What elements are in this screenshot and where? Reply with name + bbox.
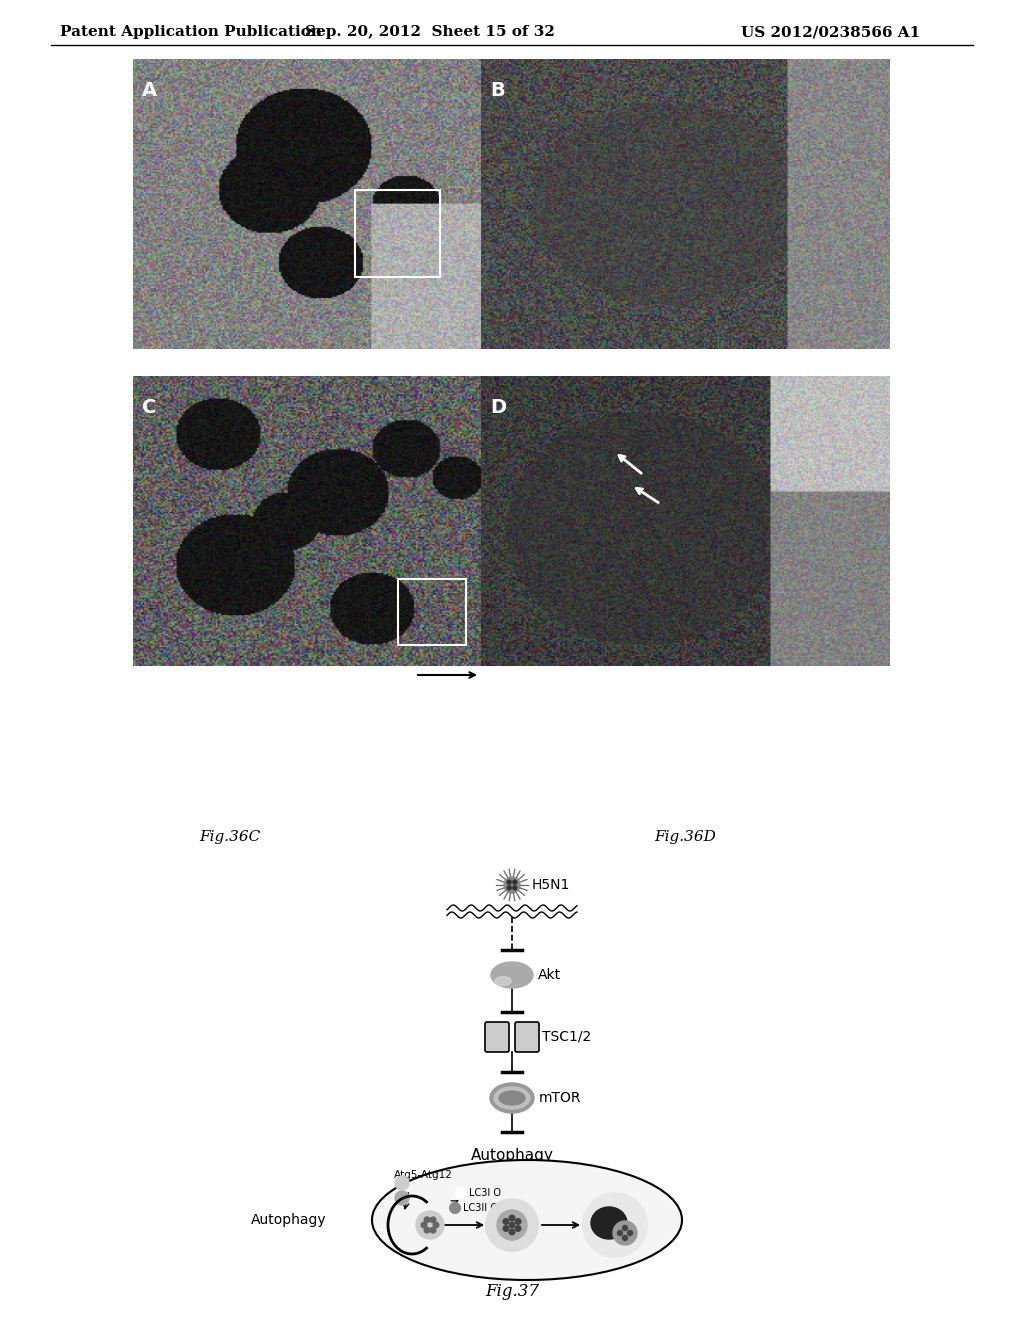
Circle shape	[433, 1222, 439, 1228]
Circle shape	[497, 1210, 527, 1239]
Circle shape	[504, 876, 520, 894]
Ellipse shape	[490, 962, 534, 987]
Bar	[397, 579, 466, 645]
Circle shape	[430, 1217, 436, 1222]
Circle shape	[515, 1226, 521, 1232]
FancyBboxPatch shape	[485, 1022, 509, 1052]
Circle shape	[628, 1230, 633, 1236]
Ellipse shape	[591, 1206, 627, 1239]
Circle shape	[513, 886, 517, 890]
Text: Fig.36D: Fig.36D	[654, 830, 716, 843]
Circle shape	[583, 1193, 647, 1257]
Text: Sep. 20, 2012  Sheet 15 of 32: Sep. 20, 2012 Sheet 15 of 32	[305, 25, 555, 40]
Text: TSC1/2: TSC1/2	[542, 1030, 591, 1044]
Circle shape	[509, 1229, 515, 1234]
Circle shape	[623, 1236, 628, 1241]
Circle shape	[416, 1210, 444, 1239]
Text: C: C	[141, 399, 156, 417]
Text: LC3II Om: LC3II Om	[463, 1203, 507, 1213]
Circle shape	[507, 880, 511, 884]
Circle shape	[424, 1217, 430, 1222]
Text: Fig.37: Fig.37	[485, 1283, 539, 1300]
Circle shape	[424, 1228, 430, 1233]
Text: Patent Application Publication: Patent Application Publication	[60, 25, 322, 40]
Text: A: A	[141, 82, 157, 100]
Circle shape	[617, 1230, 623, 1236]
Text: Akt: Akt	[538, 968, 561, 982]
Circle shape	[507, 886, 511, 890]
Ellipse shape	[499, 1092, 525, 1105]
Circle shape	[456, 1188, 467, 1199]
Text: Autophagy: Autophagy	[251, 1213, 327, 1228]
Circle shape	[623, 1225, 628, 1230]
Circle shape	[450, 1203, 461, 1213]
Circle shape	[515, 1218, 521, 1225]
Text: H5N1: H5N1	[532, 878, 570, 892]
Circle shape	[509, 1216, 515, 1221]
Text: Autophagy: Autophagy	[471, 1148, 553, 1163]
Text: Atg5-Atg12: Atg5-Atg12	[394, 1170, 453, 1180]
Text: Fig.36B: Fig.36B	[654, 591, 716, 606]
Circle shape	[513, 880, 517, 884]
Text: mTOR: mTOR	[539, 1092, 582, 1105]
Text: LC3I O: LC3I O	[469, 1188, 501, 1199]
Ellipse shape	[372, 1160, 682, 1280]
Ellipse shape	[495, 977, 511, 986]
Circle shape	[421, 1222, 427, 1228]
Circle shape	[503, 1218, 509, 1225]
Text: D: D	[489, 399, 506, 417]
Circle shape	[613, 1221, 637, 1245]
Ellipse shape	[490, 1082, 534, 1113]
Text: Fig.36C: Fig.36C	[200, 830, 261, 843]
Circle shape	[430, 1228, 436, 1233]
Circle shape	[395, 1176, 409, 1191]
Bar	[355, 190, 440, 277]
FancyBboxPatch shape	[515, 1022, 539, 1052]
Text: B: B	[489, 82, 505, 100]
Circle shape	[509, 1222, 515, 1228]
Circle shape	[395, 1191, 409, 1205]
Text: Fig.36A: Fig.36A	[200, 591, 260, 606]
Circle shape	[486, 1199, 538, 1251]
Ellipse shape	[494, 1086, 530, 1109]
Circle shape	[503, 1226, 509, 1232]
Text: US 2012/0238566 A1: US 2012/0238566 A1	[740, 25, 920, 40]
